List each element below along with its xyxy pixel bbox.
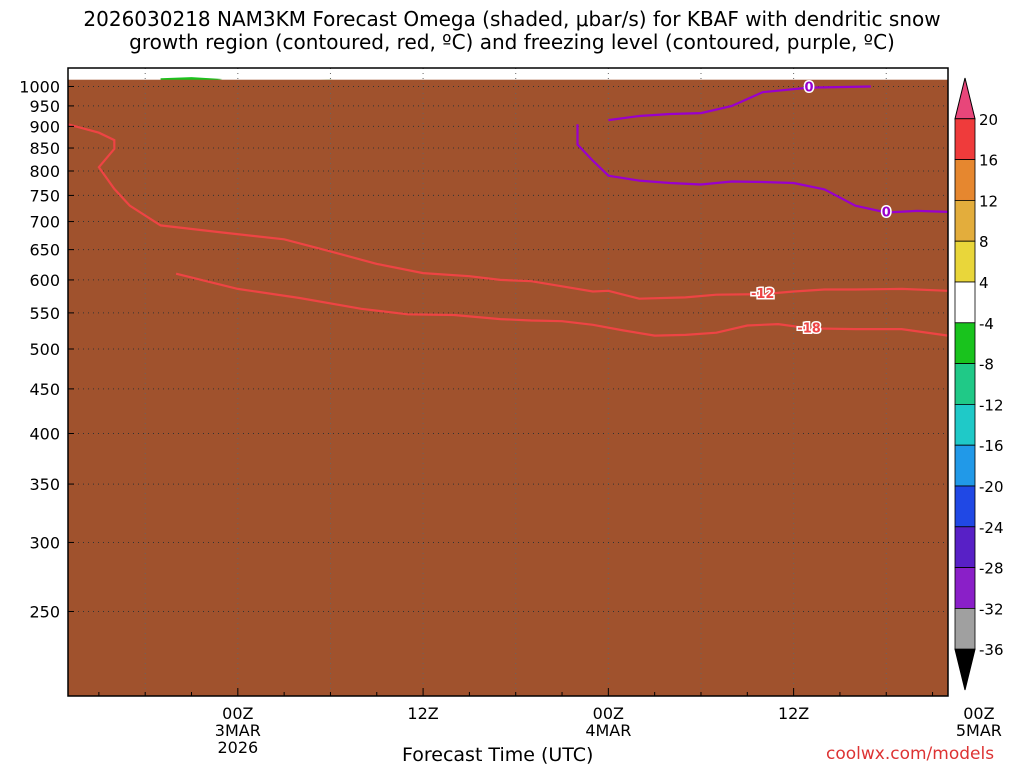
contour-line-1	[67, 123, 949, 300]
x-axis-label: Forecast Time (UTC)	[402, 744, 594, 766]
y-tick-label: 800	[29, 162, 60, 181]
y-tick-label: 900	[29, 117, 60, 136]
y-tick-label: 250	[29, 602, 60, 621]
x-tick-label: 00Z	[222, 704, 253, 723]
axes-layer: 2503003504004505005506006507007508008509…	[19, 67, 1002, 757]
x-tick-label: 3MAR	[215, 721, 261, 740]
contour-layer: -18 -12 0 0	[67, 79, 949, 338]
colorbar-label: -12	[979, 396, 1004, 414]
contour-label-1: -12	[751, 287, 775, 302]
colorbar-label: -36	[979, 641, 1004, 659]
colorbar-label: -4	[979, 315, 994, 333]
colorbar-top-arrow	[954, 77, 976, 120]
contour-label-0: -18	[797, 321, 821, 336]
colorbar-band	[954, 199, 976, 242]
colorbar-band	[954, 608, 976, 650]
x-tick-label: 12Z	[778, 704, 809, 723]
plot-frame	[67, 67, 949, 697]
colorbar-label: -16	[979, 437, 1004, 455]
colorbar-label: -28	[979, 560, 1004, 578]
contour-line-3	[608, 85, 871, 122]
colorbar-band	[954, 363, 976, 405]
colorbar-band	[954, 403, 976, 446]
y-tick-label: 700	[29, 213, 60, 232]
x-tick-label: 2026	[217, 738, 258, 757]
y-tick-label: 450	[29, 380, 60, 399]
y-tick-label: 1000	[19, 77, 60, 96]
colorbar-band	[954, 526, 976, 568]
x-tick-label: 4MAR	[585, 721, 631, 740]
colorbar-label: -20	[979, 478, 1004, 496]
y-tick-label: 950	[29, 97, 60, 116]
site-credit: coolwx.com/models	[826, 744, 995, 764]
contour-label-2: 0	[882, 205, 891, 220]
chart-title-line1: 2026030218 NAM3KM Forecast Omega (shaded…	[83, 7, 941, 31]
x-tick-label: 00Z	[593, 704, 624, 723]
y-tick-label: 550	[29, 304, 60, 323]
colorbar-bottom-arrow	[954, 648, 976, 691]
y-tick-label: 850	[29, 139, 60, 158]
colorbar-band	[954, 485, 976, 528]
colorbar-band	[954, 118, 976, 161]
y-tick-label: 300	[29, 533, 60, 552]
colorbar-band	[954, 240, 976, 283]
colorbar-band	[954, 322, 976, 364]
contour-line-2	[576, 124, 949, 214]
y-tick-label: 350	[29, 475, 60, 494]
y-tick-label: 400	[29, 424, 60, 443]
contour-label-3: 0	[805, 81, 814, 96]
colorbar-label: -8	[979, 356, 994, 374]
y-tick-label: 650	[29, 241, 60, 260]
surface-terrain-layer	[68, 79, 948, 697]
chart-title-line2: growth region (contoured, red, ºC) and f…	[129, 30, 895, 54]
colorbar-label: 8	[979, 233, 989, 251]
colorbar-label: -24	[979, 519, 1004, 537]
x-tick-label: 12Z	[407, 704, 438, 723]
colorbar-band	[954, 281, 976, 324]
y-tick-label: 750	[29, 186, 60, 205]
colorbar: 20 16 12 8 4 -4 -8 -12 -16 -20 -24 -28 -32 -36	[954, 77, 1004, 691]
colorbar-label: 4	[979, 274, 989, 292]
y-tick-label: 500	[29, 340, 60, 359]
surface-ground	[68, 79, 948, 697]
x-tick-label: 00Z	[963, 704, 994, 723]
colorbar-band	[954, 444, 976, 487]
colorbar-band	[954, 567, 976, 609]
y-tick-label: 600	[29, 271, 60, 290]
colorbar-band	[954, 159, 976, 201]
x-tick-label: 5MAR	[956, 721, 1002, 740]
colorbar-label: 16	[979, 152, 998, 170]
colorbar-label: -32	[979, 600, 1004, 618]
colorbar-label: 20	[979, 111, 998, 129]
colorbar-label: 12	[979, 192, 998, 210]
contour-line-0	[175, 272, 949, 337]
